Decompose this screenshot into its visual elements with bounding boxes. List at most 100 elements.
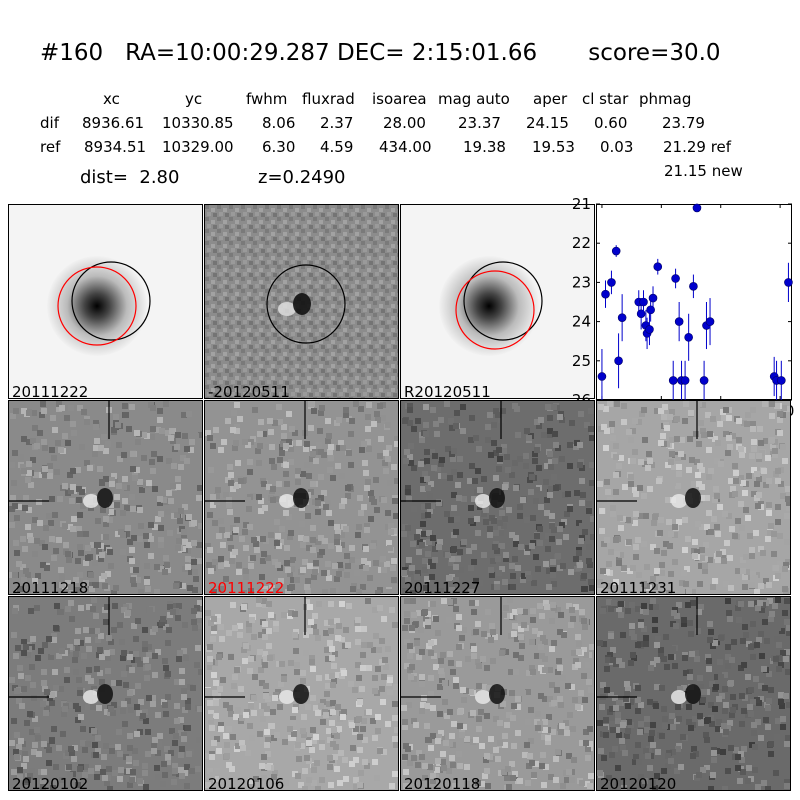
row-label-ref: ref [40, 138, 61, 156]
col-header-cl-star: cl star [582, 90, 629, 108]
col-header-fluxrad: fluxrad [302, 90, 355, 108]
data-point [639, 297, 648, 307]
plot-frame [596, 204, 792, 400]
redshift-value: z=0.2490 [258, 167, 346, 188]
table-cell: 434.00 [379, 138, 432, 156]
epoch-stamp-panel: 20111227 [400, 400, 595, 595]
y-tick-label: 25 [572, 352, 591, 370]
col-header-isoarea: isoarea [372, 90, 427, 108]
panel-label: 20111222 [208, 579, 285, 595]
residual-bright [671, 494, 687, 508]
residual-bright [671, 690, 687, 704]
residual-dark [97, 684, 113, 704]
data-point [684, 332, 693, 342]
table-cell: 21.29 ref [663, 138, 732, 156]
panel-label: 20111227 [404, 579, 481, 595]
data-point [617, 313, 627, 322]
epoch-stamp-panel: 20120120 [596, 596, 791, 791]
panel-label: 20120118 [404, 775, 481, 791]
ref-aperture-circle [463, 261, 543, 341]
epoch-stamp-panel: 20111231 [596, 400, 791, 595]
residual-bright [279, 494, 295, 508]
residual-dark [489, 488, 505, 508]
galaxy-image [9, 205, 202, 398]
table-cell: 8934.51 [84, 138, 147, 156]
data-point [699, 376, 709, 385]
col-header-mag-auto: mag auto [438, 90, 510, 108]
data-point [668, 376, 678, 385]
epoch-image [205, 401, 398, 594]
table-cell: 6.30 [262, 138, 296, 156]
data-point [784, 278, 793, 287]
reference-image [401, 205, 594, 398]
residual-dark [293, 488, 309, 508]
panel-label: 20120102 [12, 775, 89, 791]
data-point [597, 372, 607, 381]
dif-aperture-circle [57, 266, 137, 346]
epoch-stamp-panel: 20120102 [8, 596, 203, 791]
data-point [777, 376, 786, 385]
y-tick-label: 21 [572, 195, 591, 213]
data-point [692, 203, 702, 213]
panel-label: -20120511 [208, 383, 290, 399]
epoch-stamp-panel: 20111218 [8, 400, 203, 595]
residual-dark [489, 684, 505, 704]
stamp-panel: -20120511 [204, 204, 399, 399]
difference-image [205, 205, 398, 398]
table-cell: 2.37 [320, 114, 354, 132]
col-header-phmag: phmag [639, 90, 692, 108]
panel-label: 20111218 [12, 579, 89, 595]
stamp-panel: R20120511 [400, 204, 595, 399]
table-cell: 8.06 [262, 114, 296, 132]
panel-label: 20120106 [208, 775, 285, 791]
col-header-fwhm: fwhm [246, 90, 288, 108]
data-point [645, 325, 654, 334]
residual-dark [97, 488, 113, 508]
phmag-new: 21.15 new [664, 162, 743, 180]
data-point [614, 356, 623, 366]
light-curve-chart: 212223242526050100150 [572, 195, 795, 420]
data-point [607, 278, 616, 287]
residual-bright [279, 690, 295, 704]
row-label-dif: dif [40, 114, 59, 132]
residual-bright [475, 690, 491, 704]
table-cell: 24.15 [526, 114, 569, 132]
data-point [611, 246, 621, 256]
table-cell: 4.59 [320, 138, 354, 156]
epoch-stamp-panel: 20120106 [204, 596, 399, 791]
data-point [689, 282, 698, 291]
epoch-image [597, 401, 790, 594]
page-title: #160 RA=10:00:29.287 DEC= 2:15:01.66 sco… [40, 40, 721, 66]
table-cell: 19.38 [463, 138, 506, 156]
dist-value: dist= 2.80 [80, 167, 180, 188]
epoch-stamp-panel: 20120118 [400, 596, 595, 791]
table-cell: 19.53 [532, 138, 575, 156]
panel-label: R20120511 [404, 383, 491, 399]
epoch-image [205, 597, 398, 790]
residual-bright [83, 494, 99, 508]
residual-dark [685, 488, 701, 508]
residual-dark [293, 684, 309, 704]
data-point [601, 289, 610, 299]
epoch-image [9, 597, 202, 790]
col-header-xc: xc [103, 90, 120, 108]
table-cell: 23.79 [662, 114, 705, 132]
y-tick-label: 23 [572, 273, 591, 291]
col-header-aper: aper [533, 90, 568, 108]
epoch-image [597, 597, 790, 790]
epoch-image [401, 401, 594, 594]
ref-aperture-circle [71, 261, 151, 341]
epoch-stamp-panel: 20111222 [204, 400, 399, 595]
residual-dark [685, 684, 701, 704]
residual-bright [83, 690, 99, 704]
light-curve-svg: 212223242526050100150 [572, 195, 795, 420]
data-point [648, 293, 658, 303]
table-cell: 0.60 [594, 114, 628, 132]
table-cell: 8936.61 [82, 114, 145, 132]
dif-aperture-circle [455, 270, 535, 350]
epoch-image [9, 401, 202, 594]
data-point [680, 376, 690, 385]
table-cell: 10330.85 [162, 114, 234, 132]
panel-label: 20120120 [600, 775, 677, 791]
table-cell: 10329.00 [162, 138, 234, 156]
